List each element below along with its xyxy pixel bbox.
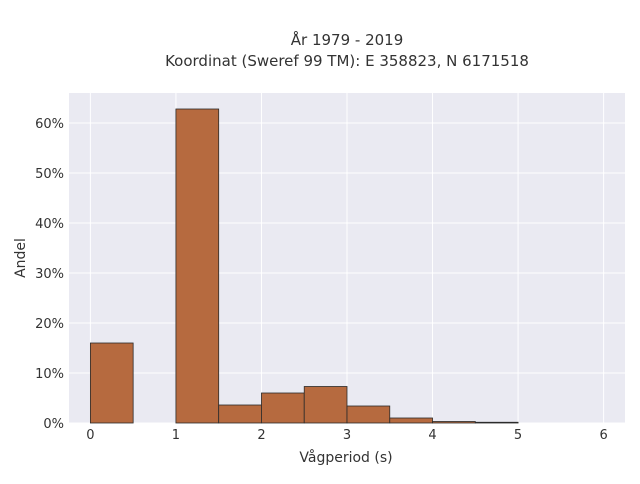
x-tick-label: 6: [599, 428, 607, 443]
y-tick-label: 20%: [35, 317, 64, 332]
y-tick-labels: 0% 10% 20% 30% 40% 50% 60%: [35, 117, 64, 432]
histogram-bar: [474, 421, 519, 424]
x-tick-label: 3: [343, 428, 351, 443]
histogram-bar: [389, 417, 433, 424]
x-tick-label: 4: [428, 428, 436, 443]
y-axis-label: Andel: [13, 238, 29, 278]
x-tick-labels: 0 1 2 3 4 5 6: [86, 428, 608, 443]
grid-lines: [69, 93, 625, 424]
x-tick-label: 2: [257, 428, 265, 443]
chart-title-line1: År 1979 - 2019: [291, 30, 404, 49]
y-tick-label: 60%: [35, 117, 64, 132]
y-tick-label: 10%: [35, 367, 64, 382]
y-tick-label: 0%: [43, 417, 64, 432]
y-tick-label: 30%: [35, 267, 64, 282]
histogram-bar: [303, 386, 348, 424]
histogram-bar: [218, 404, 262, 424]
histogram-bar: [89, 342, 134, 424]
x-axis-label: Vågperiod (s): [299, 449, 392, 466]
x-tick-label: 0: [86, 428, 94, 443]
x-tick-label: 5: [514, 428, 522, 443]
y-tick-label: 50%: [35, 167, 64, 182]
histogram-bar: [175, 108, 220, 424]
chart-title-line2: Koordinat (Sweref 99 TM): E 358823, N 61…: [165, 52, 529, 70]
y-tick-label: 40%: [35, 217, 64, 232]
histogram-bar: [346, 405, 391, 424]
bars-group: [89, 108, 519, 424]
x-tick-label: 1: [172, 428, 180, 443]
histogram-bar: [432, 421, 476, 424]
histogram-bar: [261, 392, 305, 424]
